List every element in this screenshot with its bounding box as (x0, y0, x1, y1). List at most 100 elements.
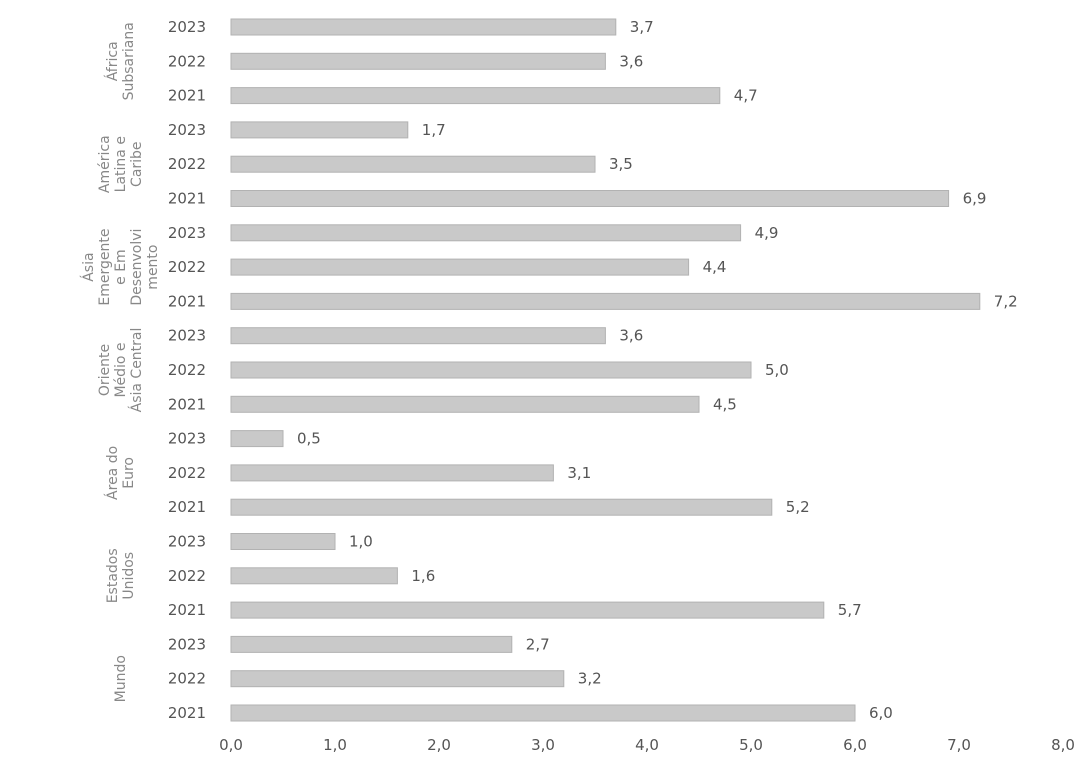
category-year-label: 2023 (168, 430, 206, 448)
category-year-label: 2021 (168, 292, 206, 310)
category-year-label: 2022 (168, 464, 206, 482)
data-label: 7,2 (994, 292, 1018, 310)
group-label-line: Desenvolvi (129, 229, 145, 306)
category-year-label: 2021 (168, 190, 206, 208)
group-label: Área doEuro (104, 446, 137, 500)
group-label-line: Estados (105, 548, 121, 603)
bar (230, 670, 565, 688)
data-label: 4,4 (703, 258, 727, 276)
group-label-line: África (104, 41, 121, 81)
bar (230, 464, 554, 482)
data-label: 3,6 (619, 327, 643, 345)
data-label: 1,0 (349, 533, 373, 551)
category-year-label: 2023 (168, 533, 206, 551)
x-tick-label: 7,0 (947, 736, 971, 754)
group-label-line: Subsariana (121, 22, 137, 100)
data-label: 3,2 (578, 670, 602, 688)
group-label: AméricaLatina eCaribe (97, 135, 145, 193)
bar (230, 52, 606, 70)
bar (230, 430, 284, 448)
data-label: 5,0 (765, 361, 789, 379)
group-label-line: e Em (113, 249, 129, 285)
data-label: 3,1 (567, 464, 591, 482)
bar (230, 190, 950, 207)
group-label-line: Ásia (80, 252, 97, 281)
bar (230, 567, 398, 585)
bar (230, 87, 721, 105)
year-labels: 2023 2022 2021 2023 2022 2021 2023 2022 2021 2023… (168, 18, 206, 722)
group-label-line: Caribe (129, 141, 145, 187)
group-label-line: Oriente (97, 344, 113, 396)
bar (230, 498, 773, 516)
group-label-line: América (97, 135, 113, 193)
data-label: 1,7 (422, 121, 446, 139)
x-tick-label: 0,0 (219, 736, 243, 754)
group-label: ÁsiaEmergentee EmDesenvolvimento (80, 229, 161, 306)
category-year-label: 2021 (168, 87, 206, 105)
data-label: 4,7 (734, 87, 758, 105)
x-tick-label: 2,0 (427, 736, 451, 754)
x-tick-label: 8,0 (1051, 736, 1075, 754)
group-label-line: mento (145, 245, 161, 290)
bars (230, 18, 981, 722)
category-year-label: 2023 (168, 327, 206, 345)
category-year-label: 2023 (168, 635, 206, 653)
bar (230, 533, 336, 550)
group-label: ÁfricaSubsariana (104, 22, 137, 100)
data-label: 6,9 (963, 190, 987, 208)
category-year-label: 2022 (168, 670, 206, 688)
category-year-label: 2021 (168, 498, 206, 516)
category-year-label: 2021 (168, 395, 206, 413)
group-label-line: Latina e (113, 136, 129, 192)
x-tick-label: 3,0 (531, 736, 555, 754)
x-tick-label: 6,0 (843, 736, 867, 754)
data-label: 0,5 (297, 430, 321, 448)
bar (230, 361, 752, 379)
bar (230, 292, 981, 310)
group-label-line: Emergente (97, 229, 113, 306)
group-label-line: Mundo (113, 655, 129, 702)
bar (230, 18, 617, 36)
group-label: Mundo (113, 655, 129, 702)
bar (230, 635, 513, 653)
group-label-line: Euro (121, 457, 137, 489)
category-year-label: 2023 (168, 18, 206, 36)
data-label: 4,5 (713, 395, 737, 413)
group-labels: ÁfricaSubsariana AméricaLatina eCaribe Ási… (80, 22, 161, 702)
group-label-line: Unidos (121, 552, 137, 600)
x-axis-ticks: 0,0 1,0 2,0 3,0 4,0 5,0 6,0 7,0 8,0 (219, 736, 1075, 754)
category-year-label: 2022 (168, 567, 206, 585)
x-tick-label: 4,0 (635, 736, 659, 754)
data-label: 3,6 (619, 52, 643, 70)
group-label-line: Ásia Central (128, 328, 145, 413)
bar (230, 395, 700, 413)
data-label: 3,7 (630, 18, 654, 36)
category-year-label: 2022 (168, 52, 206, 70)
group-label-line: Área do (104, 446, 121, 500)
category-year-label: 2023 (168, 121, 206, 139)
data-label: 1,6 (411, 567, 435, 585)
bar (230, 327, 606, 345)
group-label: EstadosUnidos (105, 548, 137, 603)
bar (230, 258, 690, 276)
data-label: 3,5 (609, 155, 633, 173)
bar (230, 224, 742, 242)
category-year-label: 2023 (168, 224, 206, 242)
bar (230, 121, 409, 139)
data-label: 5,2 (786, 498, 810, 516)
data-label: 6,0 (869, 704, 893, 722)
group-label-line: Médio e (113, 342, 129, 397)
category-year-label: 2022 (168, 361, 206, 379)
bar (230, 601, 825, 619)
bar (230, 704, 856, 722)
value-labels: 3,7 3,6 4,7 1,7 3,5 6,9 4,9 4,4 7,2 3,6 5,0 4,5 0,5 3… (297, 18, 1018, 722)
category-year-label: 2021 (168, 704, 206, 722)
data-label: 2,7 (526, 635, 550, 653)
category-year-label: 2022 (168, 258, 206, 276)
x-tick-label: 1,0 (323, 736, 347, 754)
data-label: 4,9 (755, 224, 779, 242)
category-year-label: 2022 (168, 155, 206, 173)
bar (230, 155, 596, 173)
group-label: OrienteMédio eÁsia Central (97, 328, 145, 413)
